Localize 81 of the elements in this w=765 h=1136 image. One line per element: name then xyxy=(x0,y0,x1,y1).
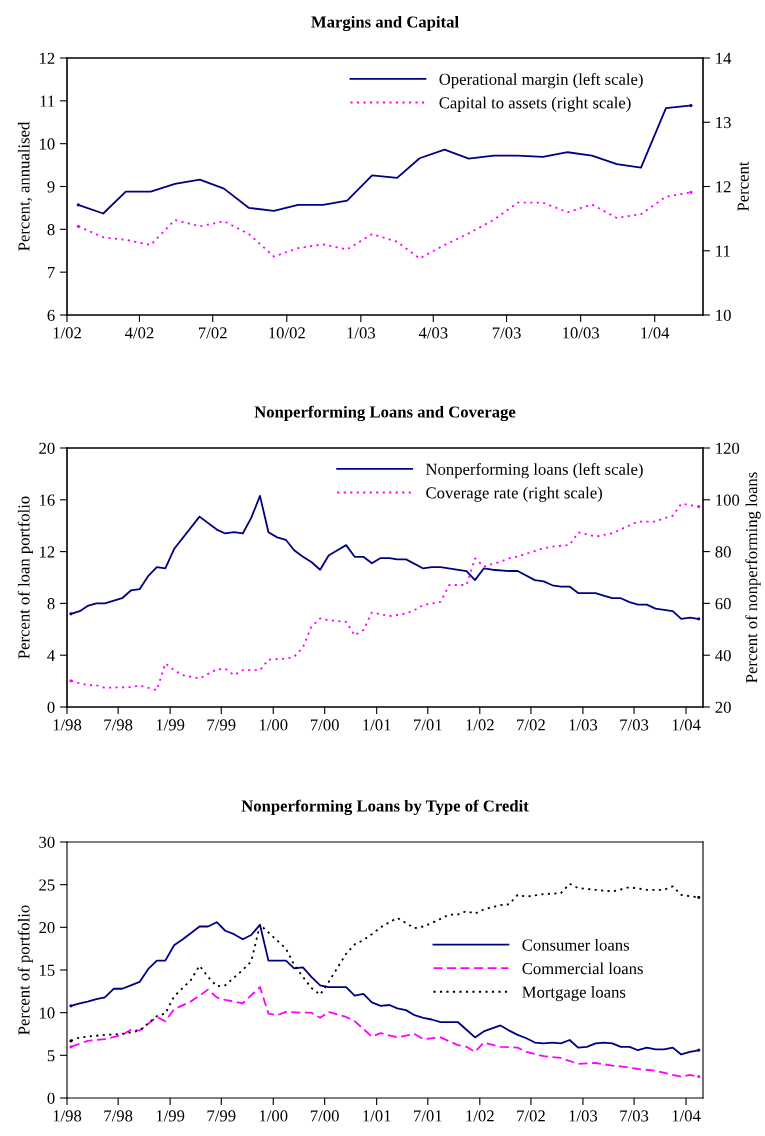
y-tick-label: 4 xyxy=(47,650,55,661)
x-tick-label: 1/02 xyxy=(466,1110,494,1122)
y2-tick-label: 12 xyxy=(716,181,731,193)
x-tick-label: 1/00 xyxy=(259,719,288,731)
x-tick-label: 1/99 xyxy=(156,719,185,731)
x-tick-label: 1/00 xyxy=(259,1110,288,1122)
y2-tick-label: 13 xyxy=(716,117,731,129)
y-tick-label: 8 xyxy=(47,598,55,610)
y2-axis-title: Percent xyxy=(737,161,749,212)
x-tick-label: 1/01 xyxy=(363,719,391,731)
y2-tick-label: 10 xyxy=(716,309,731,321)
y2-tick-label: 80 xyxy=(715,546,731,558)
y-tick-label: 5 xyxy=(47,1050,55,1062)
x-tick-label: 7/98 xyxy=(104,719,133,731)
legend-label: Mortgage loans xyxy=(522,986,626,1002)
x-tick-label: 7/02 xyxy=(517,1110,545,1122)
y-tick-label: 20 xyxy=(39,442,55,454)
legend-label: Consumer loans xyxy=(522,938,630,951)
x-tick-label: 1/99 xyxy=(156,1110,185,1122)
x-tick-label: 7/03 xyxy=(620,1110,649,1122)
legend-label: Nonperforming loans (left scale) xyxy=(425,463,643,479)
legend-label: Commercial loans xyxy=(522,962,643,975)
y-axis-title: Percent, annualised xyxy=(17,121,32,251)
x-tick-label: 1/03 xyxy=(569,719,598,731)
chart-title: Nonperforming Loans by Type of Credit xyxy=(241,799,529,816)
x-tick-label: 7/01 xyxy=(414,719,442,731)
x-tick-label: 1/04 xyxy=(641,327,670,339)
x-tick-label: 7/00 xyxy=(310,719,339,731)
x-tick-label: 1/02 xyxy=(53,327,81,339)
y-tick-label: 6 xyxy=(47,309,55,321)
x-tick-label: 1/98 xyxy=(53,719,82,731)
x-tick-label: 1/04 xyxy=(672,1110,701,1122)
x-tick-label: 10/02 xyxy=(269,327,305,339)
x-tick-label: 7/03 xyxy=(492,327,521,339)
y2-tick-label: 100 xyxy=(716,494,740,506)
y2-tick-label: 60 xyxy=(715,598,731,610)
y2-tick-label: 40 xyxy=(715,649,731,662)
legend-label: Coverage rate (right scale) xyxy=(426,486,602,502)
y-tick-label: 12 xyxy=(39,52,55,64)
y-tick-label: 25 xyxy=(39,879,55,891)
x-tick-label: 7/99 xyxy=(207,719,236,731)
x-tick-label: 7/01 xyxy=(414,1110,442,1122)
y-tick-label: 16 xyxy=(39,494,55,506)
y-tick-label: 10 xyxy=(39,138,55,150)
y-tick-label: 7 xyxy=(47,267,55,278)
x-tick-label: 7/00 xyxy=(310,1110,339,1122)
x-tick-label: 4/02 xyxy=(124,327,154,339)
x-tick-label: 1/03 xyxy=(569,1110,598,1122)
y-tick-label: 9 xyxy=(47,181,55,193)
legend-label: Capital to assets (right scale) xyxy=(439,96,631,112)
y-tick-label: 20 xyxy=(39,922,55,934)
chart-title: Nonperforming Loans and Coverage xyxy=(254,405,516,422)
y-tick-label: 30 xyxy=(39,836,55,848)
y-tick-label: 10 xyxy=(39,1007,55,1019)
y2-tick-label: 11 xyxy=(716,245,730,257)
legend-label: Operational margin (left scale) xyxy=(439,73,643,89)
x-tick-label: 7/98 xyxy=(104,1110,133,1122)
x-tick-label: 7/03 xyxy=(620,719,649,731)
y-tick-label: 12 xyxy=(39,546,55,558)
x-tick-label: 1/98 xyxy=(53,1110,82,1122)
y-tick-label: 8 xyxy=(47,224,55,236)
x-tick-label: 7/02 xyxy=(199,327,227,339)
y2-tick-label: 20 xyxy=(715,701,731,713)
x-tick-label: 1/01 xyxy=(363,1110,391,1122)
x-tick-label: 7/99 xyxy=(207,1110,236,1122)
y2-tick-label: 120 xyxy=(716,442,740,454)
y2-axis-title: Percent of nonperforming loans xyxy=(745,472,761,683)
x-tick-label: 4/03 xyxy=(418,327,448,339)
y2-tick-label: 14 xyxy=(716,52,732,64)
y-axis-title: Percent of portfolio xyxy=(17,905,33,1035)
x-tick-label: 7/02 xyxy=(517,719,545,731)
x-tick-label: 10/03 xyxy=(563,327,599,339)
y-axis-title: Percent of loan portfolio xyxy=(17,496,33,659)
x-tick-label: 1/04 xyxy=(672,719,701,731)
y-tick-label: 0 xyxy=(47,701,55,713)
x-tick-label: 1/03 xyxy=(347,327,376,339)
y-tick-label: 11 xyxy=(40,95,55,107)
x-tick-label: 1/02 xyxy=(466,719,494,731)
chart-title: Margins and Capital xyxy=(311,15,459,32)
y-tick-label: 15 xyxy=(39,964,55,976)
y-tick-label: 0 xyxy=(47,1092,55,1104)
